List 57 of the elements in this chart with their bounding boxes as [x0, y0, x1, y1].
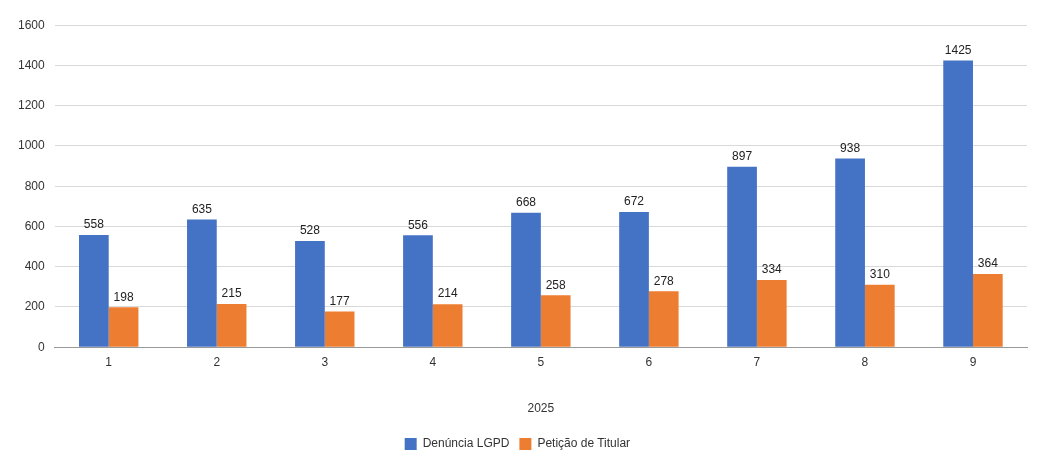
bar — [324, 311, 355, 347]
data-label: 364 — [977, 256, 999, 271]
x-tick-label: 8 — [861, 354, 869, 369]
x-axis-title: 2025 — [527, 401, 555, 416]
data-label: 897 — [732, 148, 753, 163]
data-label: 214 — [437, 286, 458, 301]
x-tick-label: 1 — [105, 354, 113, 369]
y-tick-label: 200 — [24, 299, 46, 314]
y-tick-label: 1600 — [17, 17, 46, 32]
data-label: 198 — [113, 289, 134, 304]
bar — [864, 284, 895, 347]
data-label: 177 — [329, 293, 350, 308]
data-label: 556 — [407, 217, 429, 232]
bar — [540, 295, 571, 347]
x-tick-label: 7 — [753, 354, 761, 369]
bar — [187, 219, 217, 347]
data-label: 334 — [761, 262, 783, 277]
y-tick-label: 1000 — [17, 138, 46, 153]
y-tick-label: 0 — [38, 339, 46, 354]
x-tick-label: 2 — [213, 354, 221, 369]
bar — [943, 60, 973, 347]
y-tick-label: 1200 — [17, 98, 46, 113]
bar — [295, 240, 325, 347]
y-tick-label: 800 — [24, 178, 46, 193]
x-tick-label: 4 — [429, 354, 437, 369]
data-label: 672 — [624, 194, 645, 209]
data-label: 668 — [515, 195, 537, 210]
data-label: 558 — [83, 217, 105, 232]
x-tick-label: 5 — [537, 354, 545, 369]
bar — [972, 273, 1003, 347]
data-label: 528 — [299, 223, 321, 238]
y-tick-label: 1400 — [17, 57, 46, 72]
bar — [511, 212, 541, 347]
bar — [756, 279, 787, 347]
bar — [79, 234, 109, 347]
bar — [108, 307, 139, 347]
x-tick-label: 6 — [645, 354, 653, 369]
y-tick-label: 600 — [24, 218, 46, 233]
data-label: 635 — [191, 201, 213, 216]
bar — [432, 304, 463, 347]
legend-label: Petição de Titular — [537, 436, 631, 451]
legend-label: Denúncia LGPD — [422, 436, 510, 451]
data-label: 1425 — [944, 42, 972, 57]
y-tick-label: 400 — [24, 259, 46, 274]
data-label: 215 — [221, 286, 242, 301]
data-label: 938 — [840, 140, 861, 155]
data-label: 278 — [653, 273, 675, 288]
bar — [403, 235, 433, 347]
bar — [727, 166, 757, 347]
bar — [619, 211, 649, 347]
x-tick-label: 3 — [321, 354, 329, 369]
bar — [648, 291, 679, 347]
data-label: 258 — [545, 277, 567, 292]
data-label: 310 — [869, 267, 891, 282]
bar — [835, 158, 865, 347]
bar — [216, 303, 247, 347]
x-tick-label: 9 — [969, 354, 977, 369]
